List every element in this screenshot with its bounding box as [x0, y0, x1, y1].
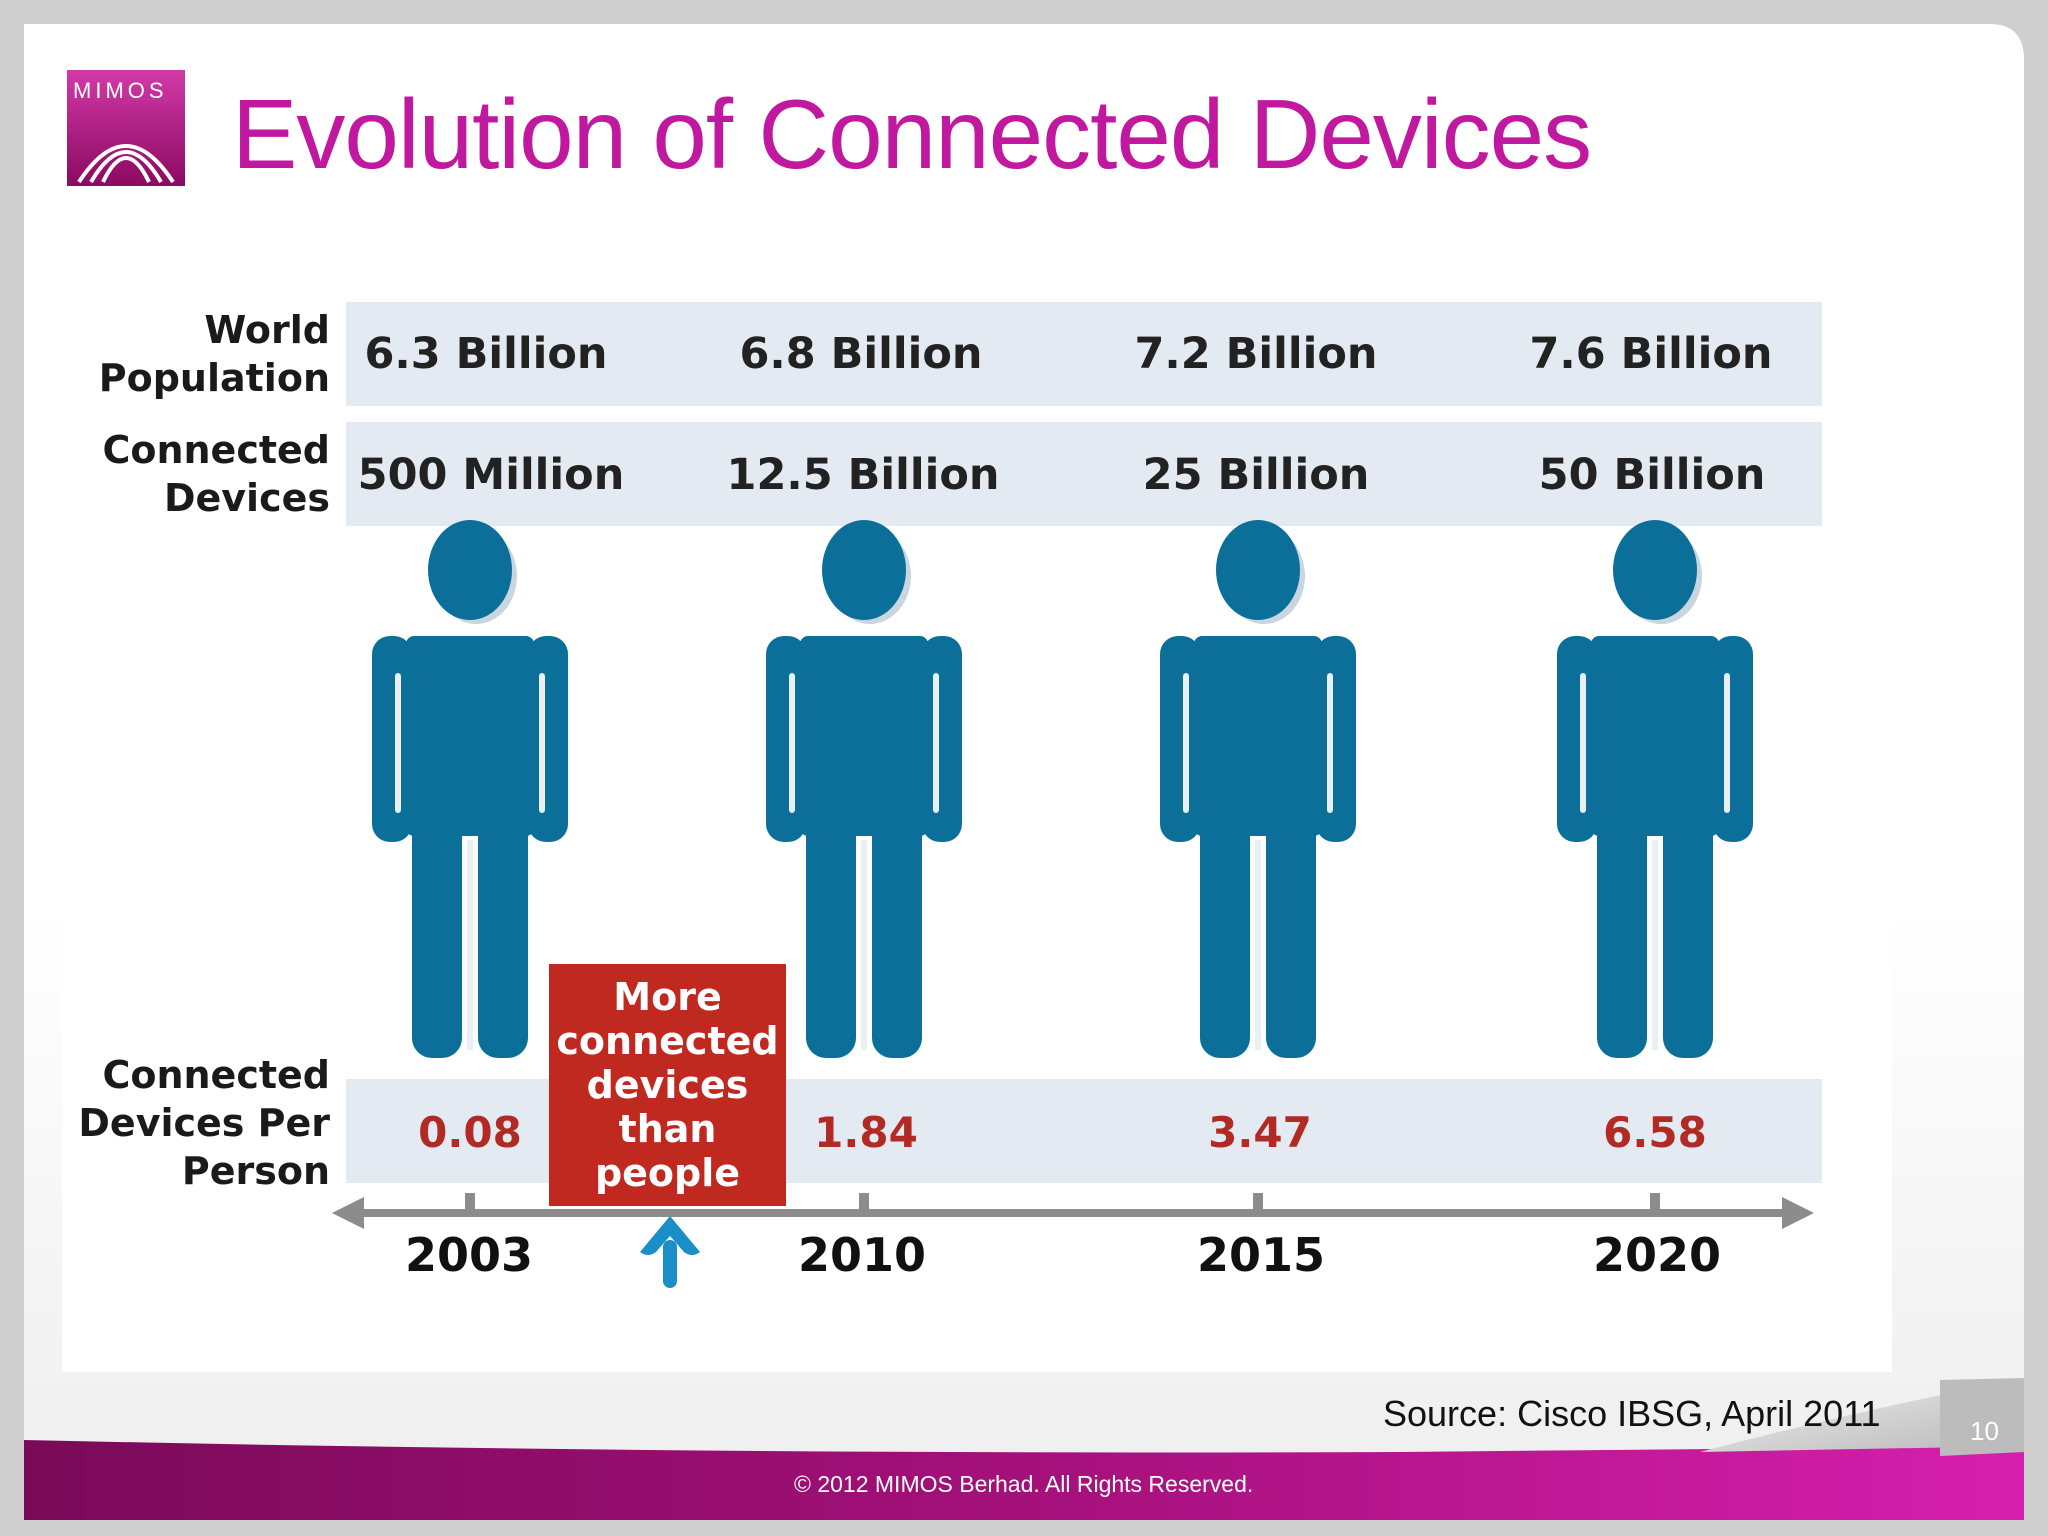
- page-title: Evolution of Connected Devices: [232, 79, 1592, 189]
- timeline-ticks: [465, 1193, 1660, 1211]
- population-value: 6.8 Billion: [739, 329, 983, 379]
- arrow-up-icon: [640, 1216, 700, 1288]
- per-person-value: 3.47: [1208, 1108, 1312, 1157]
- devices-value: 25 Billion: [1142, 450, 1370, 500]
- person-figure-icon: [372, 520, 568, 1058]
- row-label-population: World Population: [98, 308, 330, 400]
- axis-arrow-left-icon: [332, 1197, 364, 1229]
- page-number: 10: [1970, 1416, 1999, 1446]
- row-label-per-person: Connected Devices Per Person: [78, 1053, 330, 1193]
- population-band: [346, 302, 1822, 406]
- devices-value: 12.5 Billion: [726, 450, 1000, 500]
- per-person-value: 6.58: [1603, 1108, 1707, 1157]
- population-value: 6.3 Billion: [364, 329, 608, 379]
- footer-bar: [24, 1440, 2024, 1520]
- logo-text: MIMOS: [73, 78, 168, 103]
- year-label: 2020: [1592, 1228, 1722, 1282]
- population-value: 7.2 Billion: [1134, 329, 1378, 379]
- page-number-tab: [1940, 1378, 2024, 1456]
- person-figure-icon: [1160, 520, 1356, 1058]
- axis-tick: [859, 1193, 869, 1211]
- axis-tick: [465, 1193, 475, 1211]
- devices-value: 50 Billion: [1538, 450, 1766, 500]
- person-figure-icon: [766, 520, 962, 1058]
- callout-text: More connected devices than people: [556, 975, 779, 1195]
- year-label: 2010: [797, 1228, 927, 1282]
- year-label: 2003: [404, 1228, 534, 1282]
- source-note: Source: Cisco IBSG, April 2011: [1383, 1393, 1881, 1434]
- copyright-text: © 2012 MIMOS Berhad. All Rights Reserved…: [794, 1471, 1254, 1497]
- row-label-devices: Connected Devices: [102, 428, 330, 520]
- mimos-arch-logo-icon: [67, 70, 185, 186]
- callout-box: More connected devices than people: [549, 964, 786, 1206]
- per-person-value: 1.84: [814, 1108, 918, 1157]
- devices-band: [346, 422, 1822, 526]
- axis-arrow-right-icon: [1782, 1197, 1814, 1229]
- axis-tick: [1253, 1193, 1263, 1211]
- devices-value: 500 Million: [357, 450, 625, 500]
- person-figure-icon: [1557, 520, 1753, 1058]
- person-figures: [372, 520, 1753, 1058]
- axis-tick: [1650, 1193, 1660, 1211]
- population-value: 7.6 Billion: [1529, 329, 1773, 379]
- per-person-value: 0.08: [418, 1108, 522, 1157]
- year-label: 2015: [1196, 1228, 1326, 1282]
